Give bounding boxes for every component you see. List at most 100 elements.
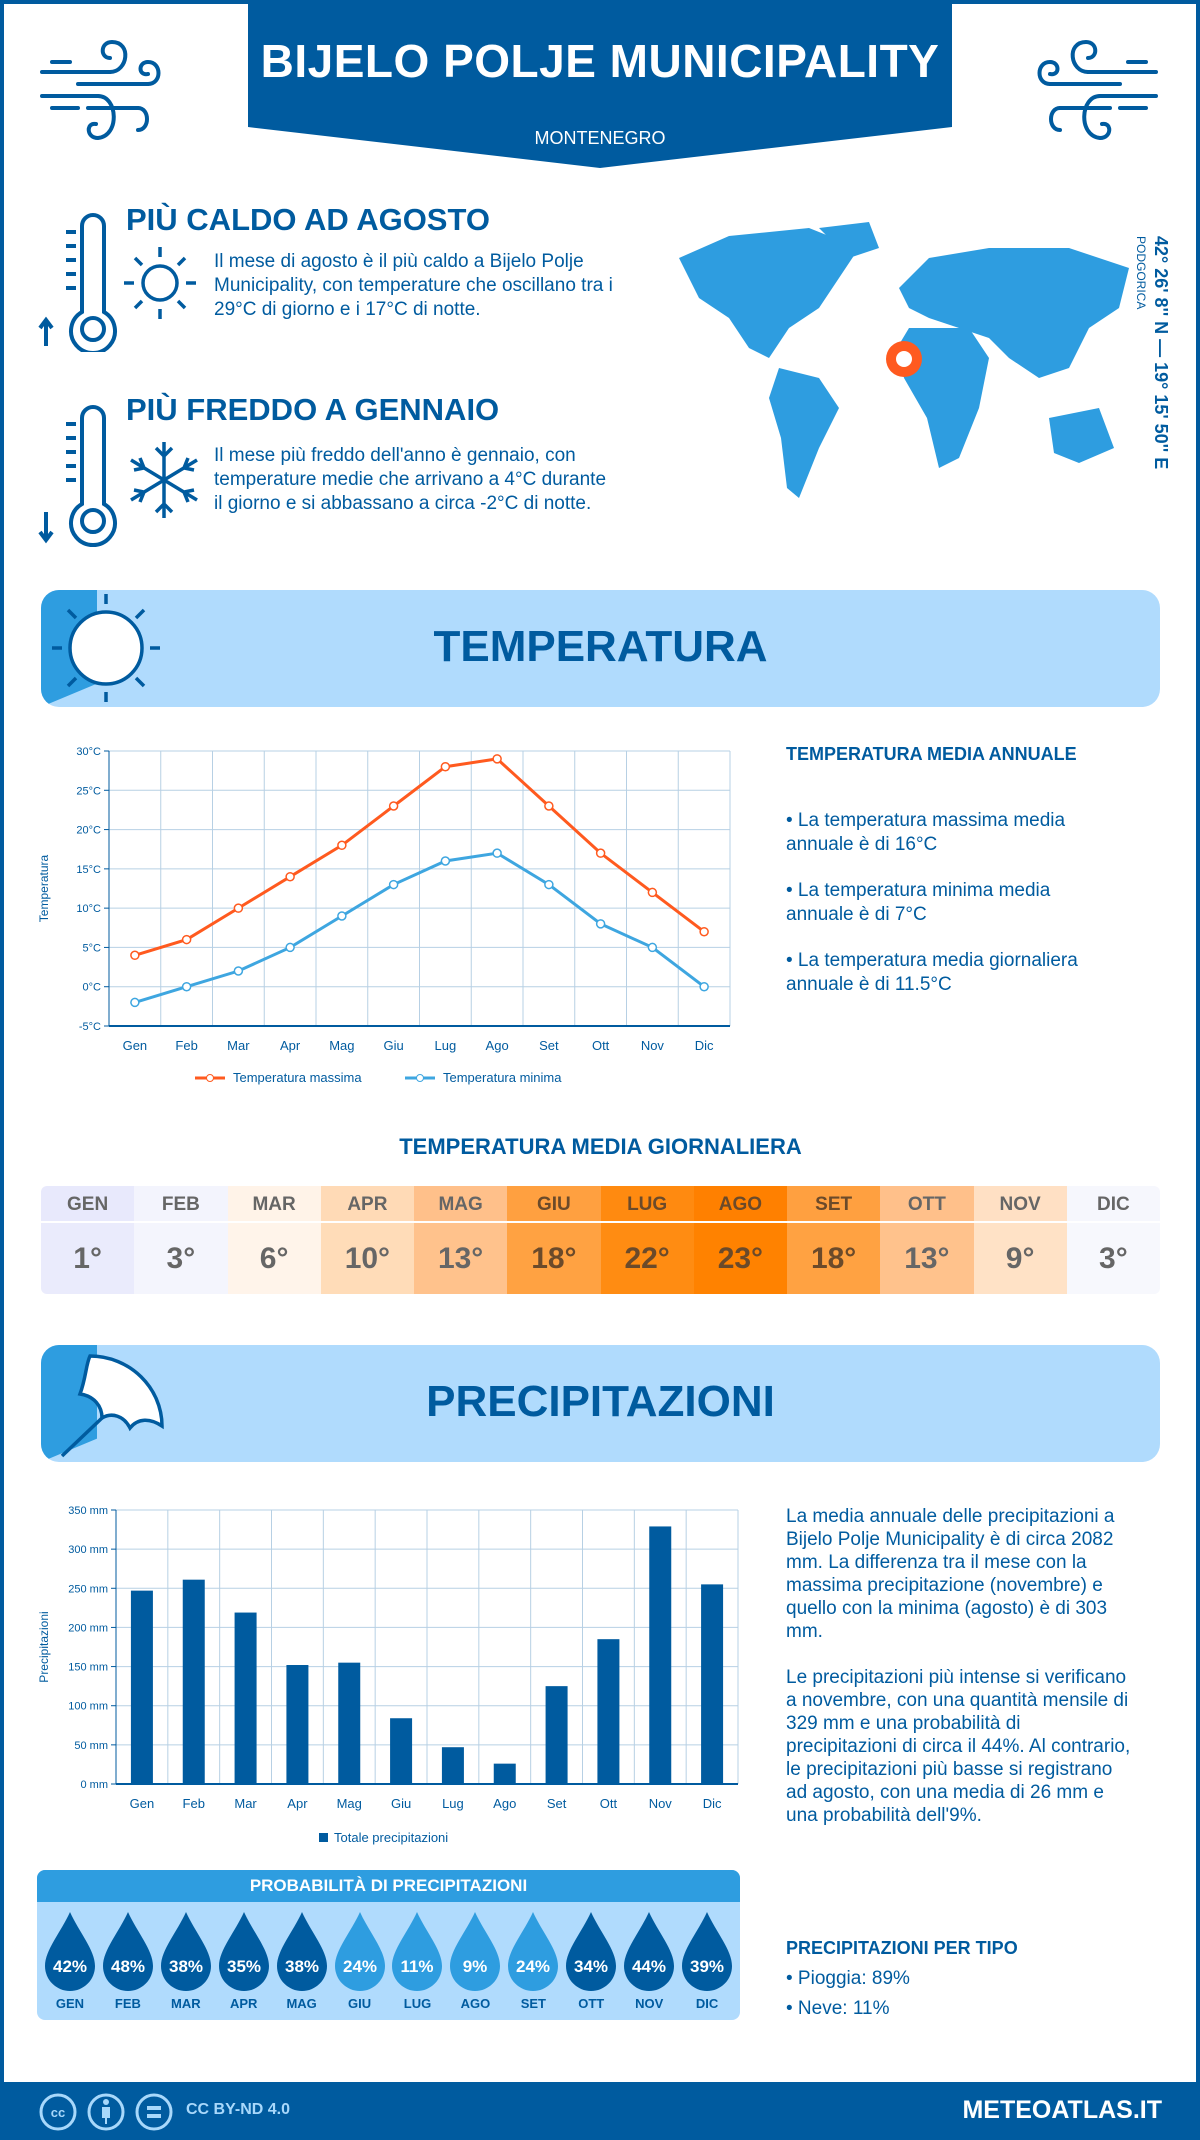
month-column: FEB 3° xyxy=(134,1186,228,1294)
probability-month: OTT xyxy=(578,1996,605,2011)
probability-month: MAR xyxy=(171,1996,201,2011)
precipitation-probability: PROBABILITÀ DI PRECIPITAZIONI 42% GEN 48% F… xyxy=(37,1870,740,2020)
month-label: DIC xyxy=(1066,1186,1160,1223)
legend-label: Temperatura massima xyxy=(233,1070,362,1085)
bar xyxy=(649,1526,672,1784)
y-tick-label: 300 mm xyxy=(68,1544,108,1556)
data-point xyxy=(544,801,554,811)
probability-item: 39% DIC xyxy=(678,1910,736,2011)
month-label: SET xyxy=(787,1186,881,1223)
no-derivatives-icon xyxy=(135,2093,173,2131)
probability-title: PROBABILITÀ DI PRECIPITAZIONI xyxy=(37,1870,740,1902)
coordinates: 42° 26' 8'' N — 19° 15' 50'' E xyxy=(1151,236,1171,470)
x-tick-label: Feb xyxy=(183,1796,205,1811)
country-label: MONTENEGRO xyxy=(534,128,666,148)
precip-type-snow: • Neve: 11% xyxy=(786,1998,890,2019)
probability-value: 35% xyxy=(227,1957,261,1976)
x-tick-label: Mag xyxy=(329,1038,354,1053)
x-tick-label: Feb xyxy=(175,1038,197,1053)
month-label: FEB xyxy=(134,1186,228,1223)
probability-value: 11% xyxy=(401,1957,434,1976)
data-point xyxy=(233,903,244,913)
month-temperature: 18° xyxy=(787,1223,881,1294)
y-tick-label: 5°C xyxy=(83,942,102,954)
month-column: LUG 22° xyxy=(600,1186,694,1294)
data-point xyxy=(647,942,658,953)
x-tick-label: Ott xyxy=(592,1038,610,1053)
cold-title: PIÙ FREDDO A GENNAIO xyxy=(126,392,500,427)
temperature-banner: TEMPERATURA xyxy=(41,590,1160,707)
raindrop-icon: 11% xyxy=(392,1912,443,1991)
legend-marker xyxy=(206,1074,214,1082)
probability-month: SET xyxy=(520,1996,546,2011)
probability-item: 48% FEB xyxy=(99,1910,157,2011)
cold-text: Il mese più freddo dell'anno è gennaio, … xyxy=(214,445,607,514)
probability-value: 39% xyxy=(690,1957,724,1976)
month-temperature: 23° xyxy=(693,1223,787,1294)
svg-text:cc: cc xyxy=(51,2105,65,2120)
probability-month: MAG xyxy=(286,1996,317,2011)
x-tick-label: Mag xyxy=(337,1796,362,1811)
month-column: NOV 9° xyxy=(973,1186,1067,1294)
bar xyxy=(493,1763,516,1784)
month-temperature: 22° xyxy=(600,1223,694,1294)
y-tick-label: 25°C xyxy=(76,785,101,797)
month-label: LUG xyxy=(600,1186,694,1223)
annual-temperature-info: TEMPERATURA MEDIA ANNUALE • La temperatu… xyxy=(786,744,1116,997)
probability-month: APR xyxy=(230,1996,258,2011)
data-point xyxy=(595,848,606,858)
daily-temp-title: TEMPERATURA MEDIA GIORNALIERA xyxy=(399,1134,802,1159)
raindrop-icon: 24% xyxy=(508,1912,559,1991)
thermometer-down-icon xyxy=(38,405,117,548)
data-point xyxy=(492,754,502,764)
legend-label: Temperatura minima xyxy=(443,1070,562,1085)
y-tick-label: 250 mm xyxy=(68,1583,108,1595)
warm-title: PIÙ CALDO AD AGOSTO xyxy=(126,202,490,237)
data-point xyxy=(492,848,502,858)
data-point xyxy=(388,879,399,890)
month-column: AGO 23° xyxy=(693,1186,787,1294)
month-temperature: 9° xyxy=(973,1223,1067,1294)
annual-bullet: • La temperatura massima media annuale è… xyxy=(786,810,1066,855)
sun-icon xyxy=(52,594,160,702)
raindrop-icon: 38% xyxy=(160,1912,211,1991)
data-point xyxy=(181,981,192,992)
bar xyxy=(234,1612,257,1784)
license-text: CC BY-ND 4.0 xyxy=(186,2101,291,2118)
data-point xyxy=(285,942,295,953)
page-title: BIJELO POLJE MUNICIPALITY xyxy=(260,35,940,87)
bar xyxy=(182,1579,205,1784)
probability-item: 24% GIU xyxy=(331,1910,389,2011)
month-temperature: 3° xyxy=(1066,1223,1160,1294)
month-column: OTT 13° xyxy=(880,1186,974,1294)
probability-month: LUG xyxy=(403,1996,432,2011)
x-tick-label: Gen xyxy=(130,1796,155,1811)
raindrop-icon: 38% xyxy=(276,1912,327,1991)
probability-month: AGO xyxy=(460,1996,491,2011)
probability-item: 42% GEN xyxy=(41,1910,99,2011)
x-tick-label: Giu xyxy=(391,1796,411,1811)
data-point xyxy=(337,840,347,851)
raindrop-icon: 42% xyxy=(44,1912,95,1991)
x-tick-label: Dic xyxy=(695,1038,714,1053)
probability-month: GEN xyxy=(55,1996,85,2011)
brand-link[interactable]: METEOATLAS.IT xyxy=(962,2096,1162,2124)
y-axis-label: Precipitazioni xyxy=(37,1611,51,1682)
y-tick-label: 100 mm xyxy=(68,1701,108,1713)
month-label: GIU xyxy=(507,1186,601,1223)
wind-icon xyxy=(1037,39,1158,141)
month-column: APR 10° xyxy=(320,1186,414,1294)
x-tick-label: Gen xyxy=(123,1038,148,1053)
x-tick-label: Set xyxy=(539,1038,559,1053)
x-tick-label: Lug xyxy=(435,1038,457,1053)
series-line xyxy=(134,757,706,957)
probability-value: 24% xyxy=(516,1957,550,1976)
temperature-chart: -5°C 0°C 5°C 10°C 15°C 20°C 25°C 30°C Gen Feb Mar A… xyxy=(37,746,731,1085)
probability-value: 24% xyxy=(343,1957,377,1976)
temperature-title: TEMPERATURA xyxy=(433,622,768,671)
data-point xyxy=(388,801,399,811)
y-tick-label: 20°C xyxy=(76,825,101,837)
raindrop-icon: 35% xyxy=(218,1912,269,1991)
y-tick-label: 0°C xyxy=(83,982,102,994)
probability-month: FEB xyxy=(114,1996,141,2011)
